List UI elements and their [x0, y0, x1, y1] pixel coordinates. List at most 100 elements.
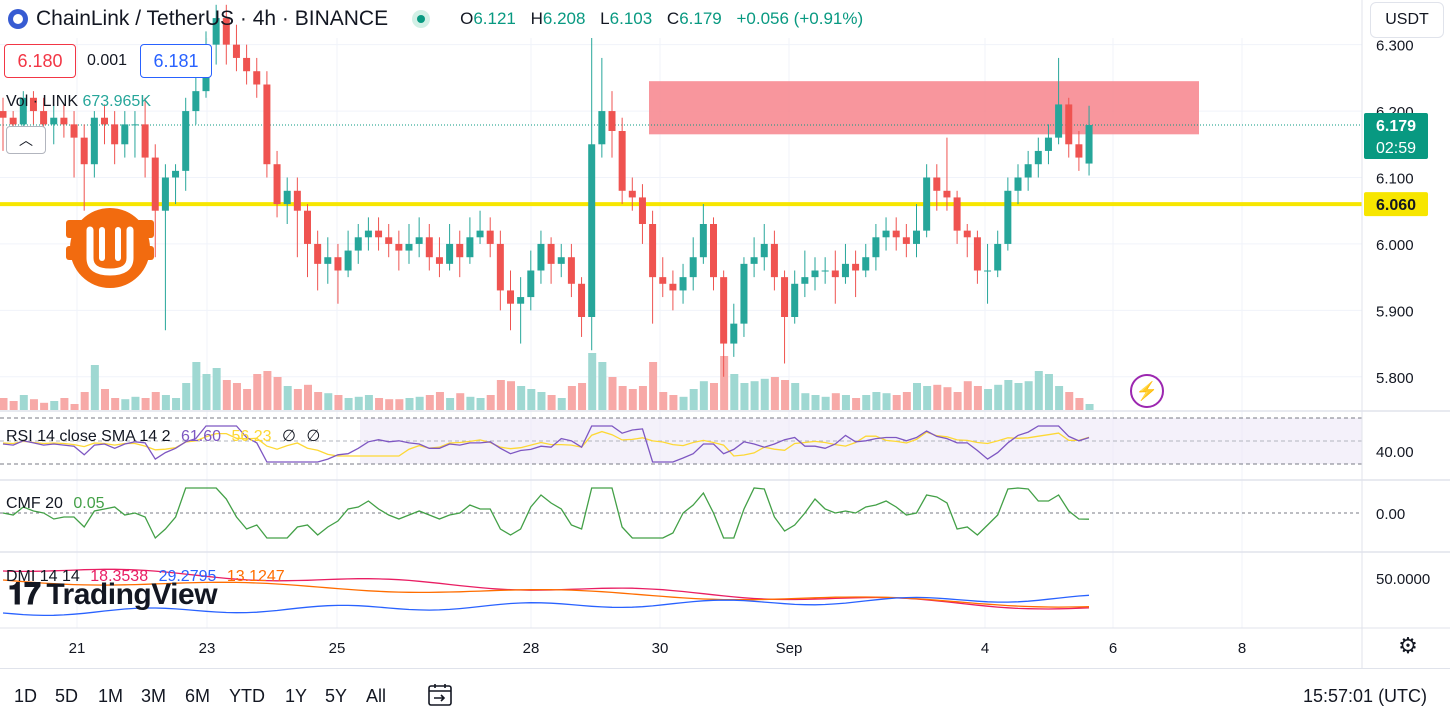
candle-body	[80, 137, 88, 165]
candle-body	[456, 243, 464, 258]
volume-bar	[923, 386, 932, 410]
volume-bar	[984, 389, 993, 410]
rsi-legend[interactable]: RSI 14 close SMA 14 2 61.60 56.23 ∅ ∅	[6, 428, 321, 445]
candle-body	[618, 131, 626, 191]
indicator-panes	[0, 417, 1362, 617]
candle-body	[923, 177, 931, 231]
range-ytd-button[interactable]: YTD	[229, 686, 265, 706]
x-tick-label: 6	[1109, 640, 1117, 657]
candle-body	[1065, 104, 1073, 145]
candle-body	[273, 164, 281, 205]
range-1y-button[interactable]: 1Y	[285, 686, 308, 706]
collapse-legend-button[interactable]: ︿	[6, 126, 46, 154]
range-1m-button[interactable]: 1M	[98, 686, 124, 706]
x-tick-label: Sep	[776, 640, 803, 657]
adx-line	[2, 579, 1090, 608]
candle-body	[9, 117, 17, 125]
volume-bar	[364, 395, 373, 410]
range-5y-button[interactable]: 5Y	[325, 686, 348, 706]
x-tick-label: 25	[329, 640, 346, 657]
candle-body	[314, 243, 322, 264]
volume-bar	[841, 395, 850, 410]
volume-bar	[273, 377, 282, 410]
volume-legend[interactable]: Vol · LINK 673.965K	[6, 93, 151, 111]
utc-clock[interactable]: 15:57:01 (UTC)	[1303, 686, 1428, 706]
volume-bar	[740, 383, 749, 410]
tradingview-logo[interactable]: 𝟏𝟕 TradingView	[8, 578, 218, 611]
candle-body	[527, 270, 535, 298]
range-5d-button[interactable]: 5D	[55, 686, 79, 706]
candle-body	[720, 277, 728, 344]
currency-selector[interactable]: USDT	[1370, 2, 1444, 38]
volume-bar	[831, 393, 840, 410]
candle-body	[882, 230, 890, 238]
candle-body	[649, 224, 657, 278]
dmi-legend[interactable]: DMI 14 14 18.3538 29.2795 13.1247	[6, 568, 285, 585]
candle-body	[385, 237, 393, 244]
candle-body	[19, 97, 27, 125]
volume-bar	[334, 395, 343, 410]
volume-bar	[882, 393, 891, 410]
candle-body	[70, 124, 78, 138]
candle-body	[324, 257, 332, 264]
range-all-button[interactable]: All	[366, 686, 387, 706]
volume-bar	[476, 398, 485, 410]
volume-bar	[527, 389, 536, 410]
volume-bar	[679, 396, 688, 410]
volume-bar	[537, 392, 546, 410]
candle-body	[40, 111, 48, 125]
bottom-toolbar	[0, 668, 1450, 722]
candle-body	[446, 243, 454, 264]
lightning-icon[interactable]: ⚡	[1130, 374, 1164, 408]
resistance-zone[interactable]	[649, 81, 1199, 135]
y-tick-label: 5.900	[1376, 303, 1414, 320]
candle-body	[598, 111, 606, 145]
volume-bar	[710, 383, 718, 410]
volume-bar	[770, 377, 779, 410]
chevron-up-icon: ︿	[19, 132, 33, 148]
y-tick-label: 5.800	[1376, 370, 1414, 387]
candle-body	[831, 270, 839, 278]
gear-icon[interactable]: ⚙	[1398, 633, 1418, 658]
candle-body	[781, 277, 789, 317]
volume-bar	[892, 395, 901, 410]
range-1d-button[interactable]: 1D	[14, 686, 38, 706]
volume-bar	[70, 404, 79, 410]
volume-bar	[212, 368, 221, 410]
volume-bar	[202, 374, 211, 410]
candle-body	[608, 111, 616, 131]
candle-body	[192, 91, 200, 112]
market-status-icon[interactable]	[412, 10, 431, 28]
volume-bar	[385, 399, 394, 410]
candle-body	[101, 117, 108, 125]
volume-bar	[0, 398, 8, 410]
candle-body	[892, 230, 900, 238]
volume-bar	[131, 396, 140, 410]
calendar-range-icon[interactable]	[426, 682, 454, 708]
volume-bar	[121, 399, 130, 410]
candle-body	[151, 157, 159, 211]
volume-bar	[811, 395, 820, 410]
cmf-legend[interactable]: CMF 20 0.05	[6, 495, 105, 512]
volume-bar	[557, 398, 566, 410]
candle-body	[232, 44, 240, 58]
candle-body	[60, 117, 68, 125]
volume-bar	[547, 395, 556, 410]
symbol-title[interactable]: ChainLink / TetherUS · 4h · BINANCE	[36, 7, 389, 30]
chainlink-logo-icon	[8, 9, 28, 29]
volume-bar	[659, 392, 668, 410]
volume-value: 673.965K	[82, 93, 151, 110]
volume-bar	[801, 393, 810, 410]
buy-price-button[interactable]: 6.181	[140, 44, 212, 78]
candle-body	[395, 243, 403, 251]
candle-body	[852, 263, 860, 271]
range-3m-button[interactable]: 3M	[141, 686, 167, 706]
range-6m-button[interactable]: 6M	[185, 686, 211, 706]
candle-body	[1034, 150, 1042, 165]
volume-bar	[192, 362, 201, 410]
volume-bar	[1004, 380, 1013, 410]
candle-body	[537, 243, 545, 271]
sell-price-button[interactable]: 6.180	[4, 44, 76, 78]
volume-bar	[567, 386, 576, 410]
x-tick-label: 4	[981, 640, 989, 657]
